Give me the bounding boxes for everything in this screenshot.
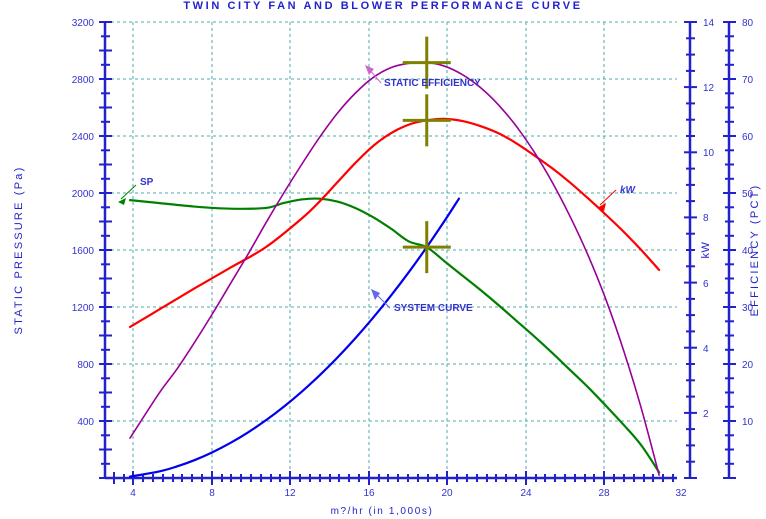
x-axis-ticks bbox=[113, 471, 674, 485]
marker-kw-point bbox=[402, 94, 451, 147]
x-axis-tick-labels: 4 8 12 16 20 24 28 32 bbox=[130, 488, 687, 499]
tick-label: 60 bbox=[742, 132, 754, 143]
kw-label: kW bbox=[620, 185, 637, 196]
tick-label: 800 bbox=[77, 360, 94, 371]
tick-label: 28 bbox=[598, 488, 610, 499]
tick-label: 4 bbox=[130, 488, 136, 499]
curve-system-curve bbox=[128, 197, 461, 478]
tick-label: 10 bbox=[742, 417, 754, 428]
sp-label: SP bbox=[140, 177, 154, 188]
y-axis-kw-ticks bbox=[684, 21, 697, 479]
grid-lines bbox=[105, 21, 677, 478]
system-curve-label: SYSTEM CURVE bbox=[394, 303, 473, 314]
tick-label: 32 bbox=[675, 488, 687, 499]
tick-label: 2800 bbox=[72, 75, 95, 86]
curve-static-efficiency bbox=[129, 61, 660, 476]
y-axis-kw-title: kW bbox=[700, 241, 712, 258]
operating-point-markers bbox=[402, 36, 451, 274]
y-axis-efficiency-ticks bbox=[723, 21, 736, 479]
tick-label: 400 bbox=[77, 417, 94, 428]
tick-label: 3200 bbox=[72, 18, 95, 29]
tick-label: 14 bbox=[703, 18, 715, 29]
tick-label: 1600 bbox=[72, 246, 95, 257]
tick-label: 16 bbox=[363, 488, 375, 499]
y-axis-left-ticks bbox=[99, 21, 112, 479]
tick-label: 50 bbox=[742, 189, 754, 200]
page-title: TWIN CITY FAN AND BLOWER PERFORMANCE CUR… bbox=[183, 0, 583, 12]
tick-label: 2000 bbox=[72, 189, 95, 200]
y-axis-kw-tick-labels: 14 12 10 8 6 4 2 bbox=[703, 18, 715, 420]
marker-duty-point bbox=[402, 221, 451, 274]
curve-sp bbox=[128, 197, 661, 474]
tick-label: 10 bbox=[703, 148, 715, 159]
tick-label: 1200 bbox=[72, 303, 95, 314]
annotation-leaders bbox=[118, 65, 617, 309]
x-axis-title: m?/hr (in 1,000s) bbox=[331, 506, 434, 517]
tick-label: 20 bbox=[441, 488, 453, 499]
tick-label: 2 bbox=[703, 409, 709, 420]
tick-label: 8 bbox=[209, 488, 215, 499]
tick-label: 30 bbox=[742, 303, 754, 314]
y-axis-left-title: STATIC PRESSURE (Pa) bbox=[13, 166, 25, 335]
tick-label: 20 bbox=[742, 360, 754, 371]
tick-label: 6 bbox=[703, 279, 709, 290]
tick-label: 12 bbox=[284, 488, 296, 499]
tick-label: 12 bbox=[703, 83, 715, 94]
tick-label: 4 bbox=[703, 344, 709, 355]
static-efficiency-label: STATIC EFFICIENCY bbox=[384, 78, 481, 89]
tick-label: 2400 bbox=[72, 132, 95, 143]
data-curves bbox=[128, 61, 661, 478]
y-axis-efficiency-tick-labels: 80 70 60 50 40 30 20 10 bbox=[742, 18, 754, 428]
curve-kw bbox=[128, 117, 661, 329]
tick-label: 40 bbox=[742, 246, 754, 257]
tick-label: 80 bbox=[742, 18, 754, 29]
y-axis-left-tick-labels: 3200 2800 2400 2000 1600 1200 800 400 bbox=[72, 18, 95, 428]
tick-label: 24 bbox=[520, 488, 532, 499]
tick-label: 70 bbox=[742, 75, 754, 86]
y-axis-efficiency-title: EFFICIENCY (PCT) bbox=[749, 184, 761, 317]
marker-efficiency-point bbox=[402, 36, 451, 89]
tick-label: 8 bbox=[703, 213, 709, 224]
